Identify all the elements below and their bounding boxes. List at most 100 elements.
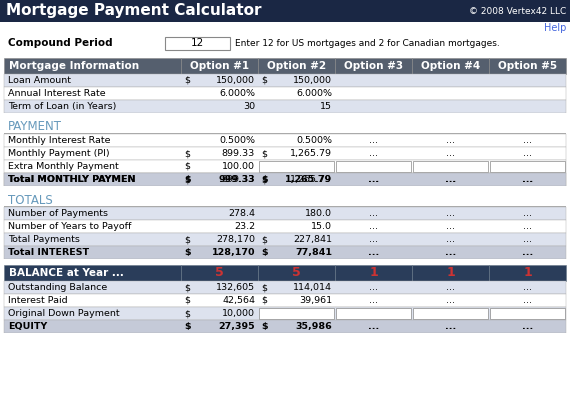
Text: $: $ [261,283,267,292]
Bar [413,308,488,319]
Bar [4,134,566,147]
Text: $: $ [184,309,190,318]
Text: $: $ [261,235,267,244]
Text: 278,170: 278,170 [216,235,255,244]
Bar [4,220,566,233]
Text: ...: ... [369,175,378,184]
Bar [335,58,412,74]
Bar [4,100,566,113]
Text: $: $ [184,162,190,171]
Text: Loan Amount: Loan Amount [8,76,71,85]
Bar [4,281,566,294]
Bar [4,307,566,320]
Text: Number of Payments: Number of Payments [8,209,108,218]
Bar [4,265,181,281]
Text: 27,395: 27,395 [218,322,255,331]
Text: ...: ... [445,175,456,184]
Text: ...: ... [523,175,532,184]
Text: ...: ... [369,136,378,145]
Text: $: $ [261,322,268,331]
Text: Help: Help [544,23,566,33]
Bar [259,161,334,172]
Bar [259,308,334,319]
Bar [0,194,570,206]
Text: $: $ [184,175,190,184]
Text: 6.000%: 6.000% [219,89,255,98]
Bar [258,58,335,74]
Bar [0,186,570,194]
Text: Total MONTHLY PAYMEN: Total MONTHLY PAYMEN [8,175,136,184]
Bar [4,160,566,173]
Text: Number of Years to Payoff: Number of Years to Payoff [8,222,131,231]
Bar [490,161,565,172]
Text: 42,564: 42,564 [222,296,255,305]
Text: ...: ... [445,322,456,331]
Text: 10,000: 10,000 [222,309,255,318]
Text: BALANCE at Year ...: BALANCE at Year ... [9,268,124,278]
Text: 999.33: 999.33 [218,175,255,184]
Text: 0.500%: 0.500% [296,136,332,145]
Text: $: $ [261,76,267,85]
Text: 128,170: 128,170 [211,248,255,257]
Text: 12: 12 [191,38,204,48]
Bar [4,206,566,207]
Text: 180.0: 180.0 [305,209,332,218]
Text: ...: ... [446,175,455,184]
Bar [0,259,570,265]
Text: $: $ [184,235,190,244]
Text: 15: 15 [320,102,332,111]
Text: ...: ... [523,296,532,305]
Bar [0,121,570,133]
Bar [335,265,412,281]
Text: Option #5: Option #5 [498,61,557,71]
Bar [4,207,566,220]
Text: Monthly Payment (PI): Monthly Payment (PI) [8,149,109,158]
Text: ...: ... [522,248,533,257]
Text: 6.000%: 6.000% [296,89,332,98]
Text: 77,841: 77,841 [295,248,332,257]
Text: ...: ... [523,222,532,231]
Text: 899.33: 899.33 [222,149,255,158]
Text: TOTALS: TOTALS [8,193,53,206]
Text: © 2008 Vertex42 LLC: © 2008 Vertex42 LLC [469,7,566,16]
Text: Mortgage Information: Mortgage Information [9,61,139,71]
Bar [0,34,570,52]
Text: 0.500%: 0.500% [219,136,255,145]
Text: ...: ... [446,136,455,145]
Text: 227,841: 227,841 [293,235,332,244]
Text: 15.0: 15.0 [311,222,332,231]
Text: 30: 30 [243,102,255,111]
Text: ...: ... [445,248,456,257]
Text: $: $ [184,283,190,292]
Text: Compound Period: Compound Period [8,38,113,48]
Bar [4,294,566,307]
Text: Total INTEREST: Total INTEREST [8,248,89,257]
Bar [412,58,489,74]
Text: Annual Interest Rate: Annual Interest Rate [8,89,105,98]
Text: 1,265.79: 1,265.79 [290,175,332,184]
Bar [336,308,411,319]
Text: Option #1: Option #1 [190,61,249,71]
Text: ...: ... [446,235,455,244]
Text: ...: ... [368,175,379,184]
Text: ...: ... [522,322,533,331]
Text: ...: ... [446,283,455,292]
Text: 100.00: 100.00 [222,162,255,171]
Bar [165,36,230,49]
Text: ...: ... [446,222,455,231]
Text: ...: ... [368,322,379,331]
Bar [4,147,566,160]
Bar [4,173,566,186]
Text: $: $ [261,296,267,305]
Text: $: $ [261,248,268,257]
Bar [412,265,489,281]
Bar [4,58,181,74]
Bar [4,87,566,100]
Text: 1,265.79: 1,265.79 [285,175,332,184]
Bar [0,113,570,121]
Bar [489,58,566,74]
Text: Option #3: Option #3 [344,61,403,71]
Text: Total Payments: Total Payments [8,235,80,244]
Text: Interest Paid: Interest Paid [8,296,68,305]
Text: ...: ... [523,149,532,158]
